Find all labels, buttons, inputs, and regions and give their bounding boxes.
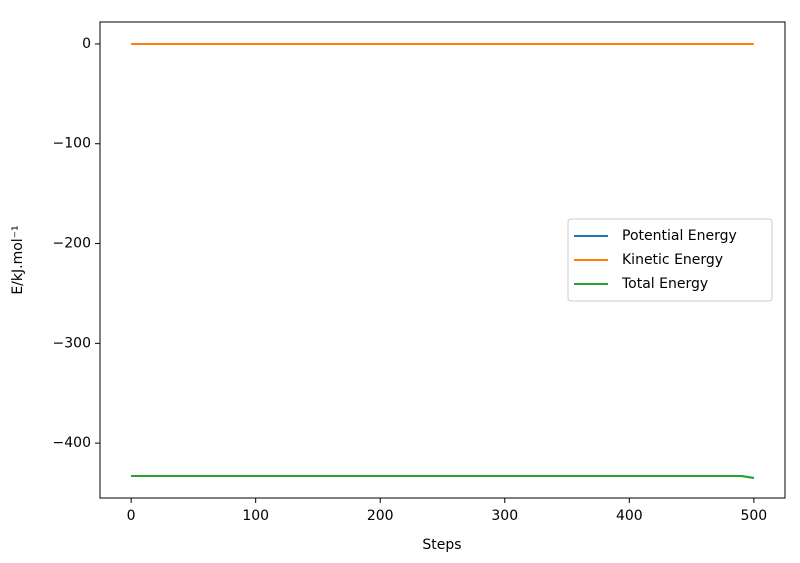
y-tick-label: −200: [53, 236, 91, 252]
y-tick-label: −300: [53, 335, 91, 351]
plot-frame: [99, 21, 786, 499]
legend-label: Kinetic Energy: [622, 252, 723, 268]
y-tick-label: −100: [53, 136, 91, 152]
y-tick-label: −400: [53, 435, 91, 451]
x-tick-label: 200: [367, 508, 394, 524]
x-tick-label: 500: [740, 508, 767, 524]
x-tick-label: 100: [242, 508, 269, 524]
x-tick-label: 300: [491, 508, 518, 524]
legend-label: Potential Energy: [622, 228, 737, 244]
legend-box: [567, 218, 773, 302]
series-line: [131, 475, 755, 480]
y-tick-label: 0: [82, 36, 91, 52]
x-tick-label: 400: [616, 508, 643, 524]
x-axis-label: Steps: [422, 537, 461, 553]
y-axis-label: E/kJ.mol⁻¹: [10, 225, 26, 294]
x-tick-label: 0: [127, 508, 136, 524]
legend-label: Total Energy: [621, 276, 708, 292]
